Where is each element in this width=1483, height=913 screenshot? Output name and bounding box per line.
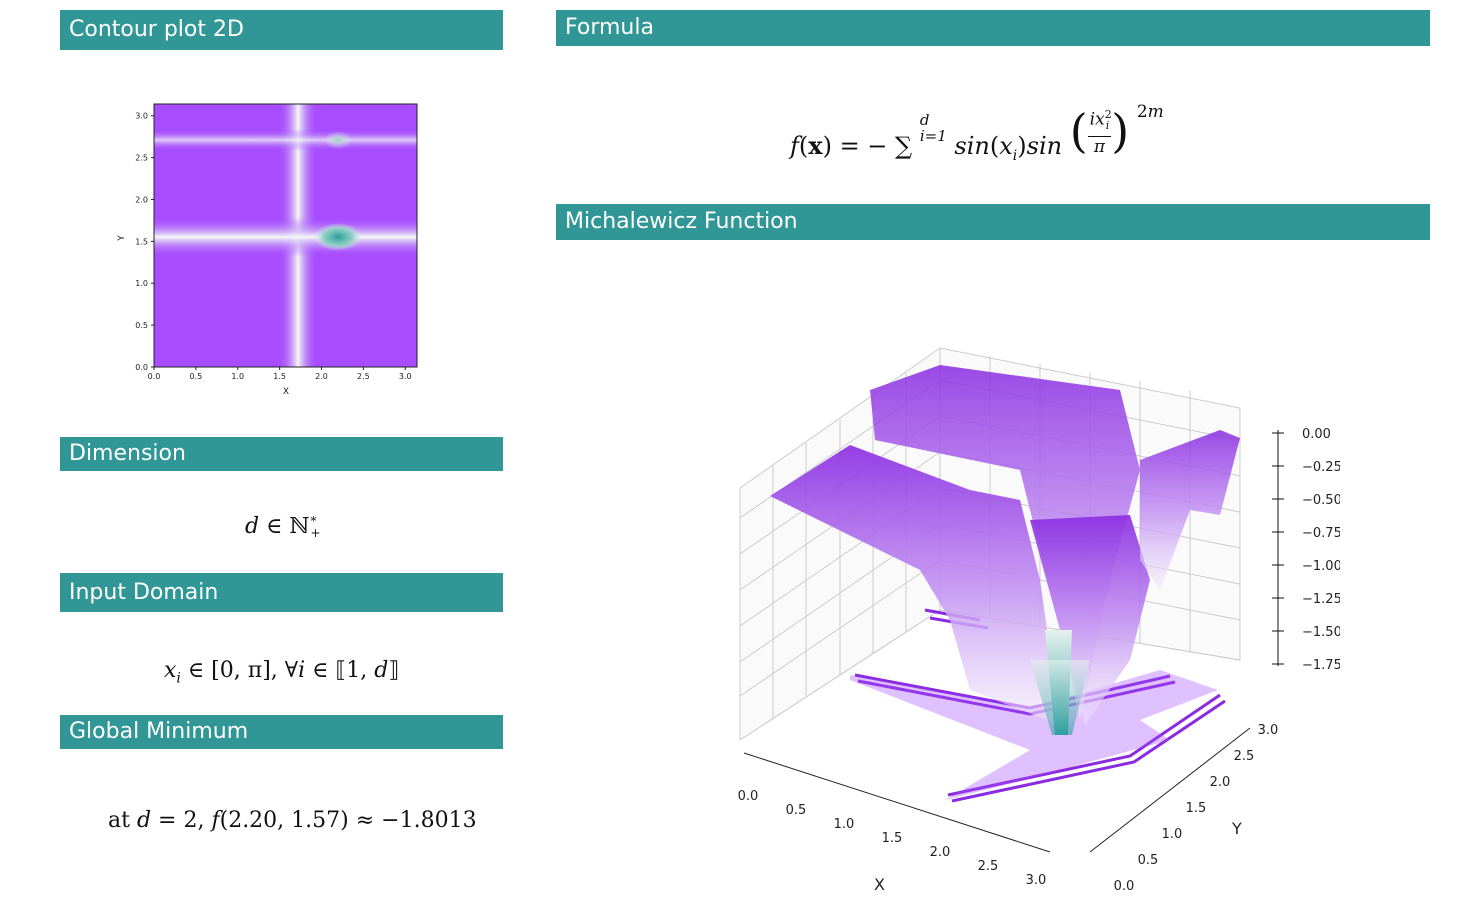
surface-x-tick-label: 0.0: [738, 789, 759, 804]
contour-y-label: Y: [117, 235, 127, 242]
contour-band-horizontal: [154, 217, 417, 257]
surface-y-tick-label: 3.0: [1258, 723, 1279, 738]
surface-z-tick-label: −0.25: [1302, 460, 1340, 475]
contour-y-tick-label: 0.5: [135, 321, 148, 330]
contour-minimum-spot: [314, 223, 362, 251]
contour-x-tick-label: 2.5: [357, 372, 370, 381]
surface-y-tick-label: 0.0: [1114, 879, 1135, 894]
formula-sum-lower: i=1: [919, 127, 947, 145]
surface-x-tick-label: 2.5: [978, 859, 999, 874]
surface-z-tick-label: −1.75: [1302, 658, 1340, 673]
contour-x-tick-label: 3.0: [399, 372, 412, 381]
surface-z-tick-label: −1.50: [1302, 625, 1340, 640]
contour-y-tick-label: 0.0: [135, 363, 148, 372]
contour-band-upper: [154, 129, 417, 151]
contour-x-tick-label: 0.0: [148, 372, 161, 381]
contour-y-tick-label: 2.5: [135, 154, 148, 163]
surface-x-tick-label: 1.5: [882, 831, 903, 846]
contour-section-header: Contour plot 2D: [60, 10, 503, 50]
contour-projection-cross: [850, 670, 1218, 800]
contour-y-tick-label: 1.5: [135, 237, 148, 246]
surface-y-ticks: 0.00.51.01.52.02.53.0: [1089, 723, 1279, 894]
formula-expression: f(x) = − ∑ d i=1 sin(xi)sin (ix2i π) 2m: [790, 101, 1164, 164]
minimum-section-header: Global Minimum: [60, 715, 503, 749]
formula-exponent: 2m: [1136, 101, 1164, 122]
surface-z-ticks: 0.00 −0.25 −0.50 −0.75 −1.00 −1.25 −1.50 −1.75: [1272, 427, 1340, 673]
formula-sum: ∑: [895, 131, 913, 160]
formula-section-header: Formula: [556, 10, 1430, 46]
surface-y-label: Y: [1231, 819, 1242, 838]
surface-mesh: [770, 365, 1240, 735]
surface-z-tick-label: −0.75: [1302, 526, 1340, 541]
surface-x-ticks: 0.0 0.5 1.0 1.5 2.0 2.5 3.0: [738, 752, 1051, 888]
contour-x-label: X: [283, 387, 289, 397]
surface-x-tick-label: 0.5: [786, 803, 807, 818]
contour-y-tick-label: 1.0: [135, 279, 148, 288]
formula-sum-upper: d: [919, 111, 930, 129]
surface-y-tick-label: 2.0: [1210, 775, 1231, 790]
surface-y-tick-label: 1.0: [1162, 827, 1183, 842]
surface-x-label: X: [874, 875, 885, 894]
contour-plot: 0.0 0.5 1.0 1.5 2.0 2.5 3.0 0.0 0.5 1.0 1.5 2.0 2.5…: [117, 103, 418, 397]
dimension-section-header: Dimension: [60, 437, 503, 471]
function-section-header: Michalewicz Function: [556, 204, 1430, 240]
surface-y-tick-label: 1.5: [1186, 801, 1207, 816]
contour-secondary-spot: [324, 131, 352, 149]
surface-x-tick-label: 2.0: [930, 845, 951, 860]
domain-expression: xi ∈ [0, π], ∀i ∈ ⟦1, d⟧: [164, 658, 400, 687]
surface-z-tick-label: 0.00: [1302, 427, 1331, 442]
surface-x-tick-label: 3.0: [1026, 873, 1047, 888]
surface-x-tick-label: 1.0: [834, 817, 855, 832]
surface-y-tick-label: 0.5: [1138, 853, 1159, 868]
formula-paren-frac: (ix2i π): [1069, 104, 1130, 158]
surface-z-tick-label: −0.50: [1302, 493, 1340, 508]
surface-z-tick-label: −1.00: [1302, 559, 1340, 574]
surface-y-tick-label: 2.5: [1234, 749, 1255, 764]
dimension-expression: d ∈ ℕ* +: [245, 514, 321, 540]
contour-x-tick-label: 2.0: [315, 372, 328, 381]
contour-x-tick-label: 1.0: [231, 372, 244, 381]
contour-y-tick-label: 2.0: [135, 195, 148, 204]
surface-z-tick-label: −1.25: [1302, 592, 1340, 607]
contour-x-tick-label: 0.5: [190, 372, 203, 381]
domain-section-header: Input Domain: [60, 573, 503, 612]
contour-y-tick-label: 3.0: [135, 112, 148, 121]
contour-x-ticks: 0.0 0.5 1.0 1.5 2.0 2.5 3.0: [148, 367, 412, 381]
contour-x-tick-label: 1.5: [273, 372, 286, 381]
surface-plot-3d: 0.00−0.25−0.50−0.75−1.00−1.25−1.50−1.75 …: [738, 347, 1340, 894]
contour-y-ticks: 0.0 0.5 1.0 1.5 2.0 2.5 3.0: [135, 112, 154, 372]
minimum-expression: at d = 2, f(2.20, 1.57) ≈ −1.8013: [108, 808, 477, 833]
